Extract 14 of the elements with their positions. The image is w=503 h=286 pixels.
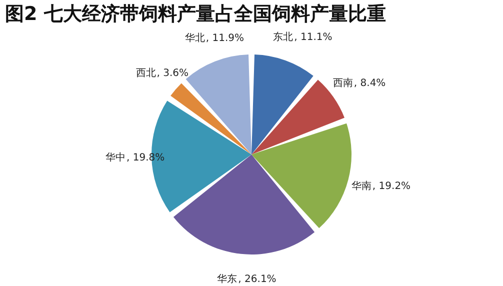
slice-label: 东北 [273, 31, 294, 44]
slice-label: 华北 [184, 32, 205, 44]
data-label: , 3.6% [156, 68, 189, 79]
slice-label: 华东 [217, 272, 238, 285]
data-label: , 26.1% [238, 274, 276, 285]
slice-label: 华南 [351, 180, 372, 192]
slice-label: 西北 [136, 66, 156, 79]
slice-label: 华中 [106, 151, 126, 164]
data-label: , 8.4% [354, 78, 386, 89]
slice-label: 西南 [332, 76, 353, 89]
data-label: , 11.9% [206, 33, 244, 44]
data-label: , 11.1% [294, 32, 332, 44]
chart-title: 图2 七大经济带饲料产量占全国饲料产量比重 [5, 3, 386, 25]
data-label: , 19.2% [372, 181, 411, 192]
